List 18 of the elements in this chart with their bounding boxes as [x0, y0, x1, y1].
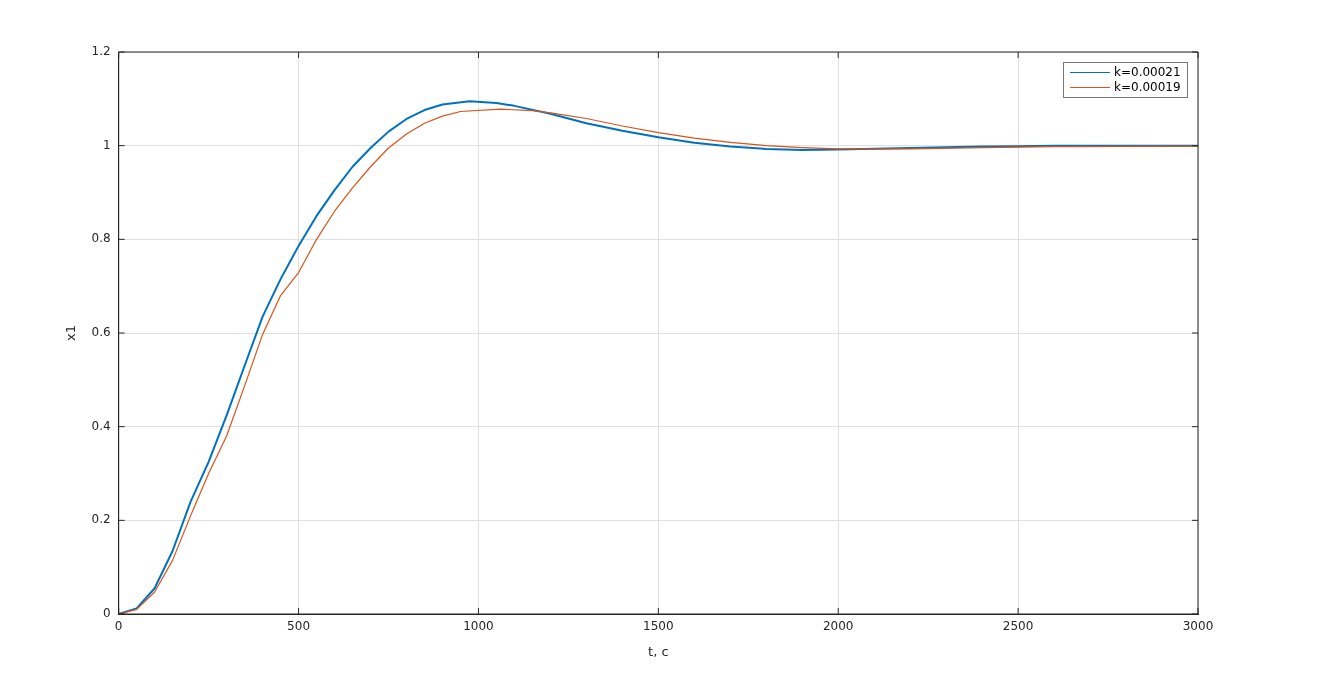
- x-tick-label: 0: [114, 619, 123, 634]
- y-tick-label: 0: [103, 606, 111, 621]
- y-axis-title: x1: [63, 325, 79, 341]
- y-tick-label: 0.6: [91, 325, 111, 340]
- y-tick-label: 1.2: [91, 44, 111, 59]
- x-axis-title: t, c: [648, 643, 669, 659]
- x-tick-label: 2000: [822, 619, 854, 634]
- x-tick-label: 3000: [1182, 619, 1214, 634]
- legend-label: k=0.00019: [1114, 80, 1181, 94]
- x-tick-label: 500: [287, 619, 311, 634]
- x-tick-label: 1500: [643, 619, 674, 634]
- x-tick-label: 2500: [1002, 619, 1034, 634]
- y-tick-label: 0.8: [91, 231, 111, 246]
- y-tick-label: 0.4: [91, 418, 111, 433]
- legend-label: k=0.00021: [1114, 65, 1181, 79]
- x-tick-label: 1000: [463, 619, 494, 634]
- y-tick-label: 1: [103, 137, 111, 152]
- y-tick-label: 0.2: [91, 512, 111, 527]
